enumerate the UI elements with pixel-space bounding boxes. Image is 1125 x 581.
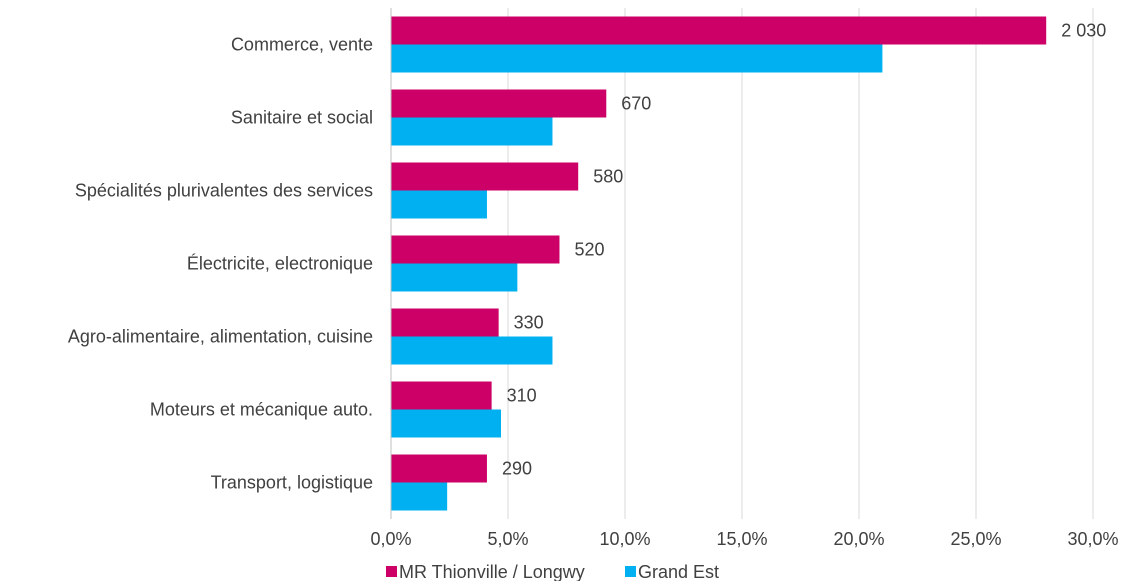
category-label: Moteurs et mécanique auto. xyxy=(150,400,373,420)
data-label: 290 xyxy=(502,459,532,479)
x-tick-label: 20,0% xyxy=(833,529,884,549)
data-label: 580 xyxy=(593,167,623,187)
data-label: 670 xyxy=(621,94,651,114)
category-label: Spécialités plurivalentes des services xyxy=(75,181,373,201)
data-labels: 2 030 670 580 520 330 310 290 xyxy=(502,21,1106,479)
data-label: 330 xyxy=(514,313,544,333)
bar-grand-est xyxy=(391,44,883,73)
legend-label-mr-thionville: MR Thionville / Longwy xyxy=(399,562,585,581)
bar-mr-thionville xyxy=(391,381,492,410)
bar-grand-est xyxy=(391,409,501,438)
data-label: 520 xyxy=(574,240,604,260)
data-label: 2 030 xyxy=(1061,21,1106,41)
bar-grand-est xyxy=(391,117,553,146)
category-label: Électricite, electronique xyxy=(187,254,373,274)
bar-grand-est xyxy=(391,336,553,365)
bar-mr-thionville xyxy=(391,235,560,264)
x-tick-label: 0,0% xyxy=(370,529,411,549)
bar-grand-est xyxy=(391,263,518,292)
category-label: Commerce, vente xyxy=(231,35,373,55)
legend-swatch-mr-thionville xyxy=(386,566,397,577)
x-tick-label: 15,0% xyxy=(716,529,767,549)
x-tick-label: 30,0% xyxy=(1067,529,1118,549)
data-label: 310 xyxy=(507,386,537,406)
legend-swatch-grand-est xyxy=(625,566,636,577)
gridlines xyxy=(507,8,1094,519)
bar-mr-thionville xyxy=(391,89,607,118)
bar-mr-thionville xyxy=(391,308,499,337)
x-tick-labels: 0,0% 5,0% 10,0% 15,0% 20,0% 25,0% 30,0% xyxy=(370,529,1118,549)
bar-mr-thionville xyxy=(391,454,487,483)
category-label: Sanitaire et social xyxy=(231,108,373,128)
bars xyxy=(391,16,1047,511)
bar-mr-thionville xyxy=(391,16,1047,45)
x-tick-label: 10,0% xyxy=(599,529,650,549)
legend-label-grand-est: Grand Est xyxy=(638,562,719,581)
bar-mr-thionville xyxy=(391,162,579,191)
category-labels: Commerce, vente Sanitaire et social Spécia… xyxy=(68,35,373,493)
legend: MR Thionville / Longwy Grand Est xyxy=(386,562,719,581)
bar-grand-est xyxy=(391,190,487,219)
category-label: Agro-alimentaire, alimentation, cuisine xyxy=(68,327,373,347)
bar-grand-est xyxy=(391,482,448,511)
x-tick-label: 25,0% xyxy=(950,529,1001,549)
x-tick-label: 5,0% xyxy=(487,529,528,549)
category-label: Transport, logistique xyxy=(211,473,373,493)
